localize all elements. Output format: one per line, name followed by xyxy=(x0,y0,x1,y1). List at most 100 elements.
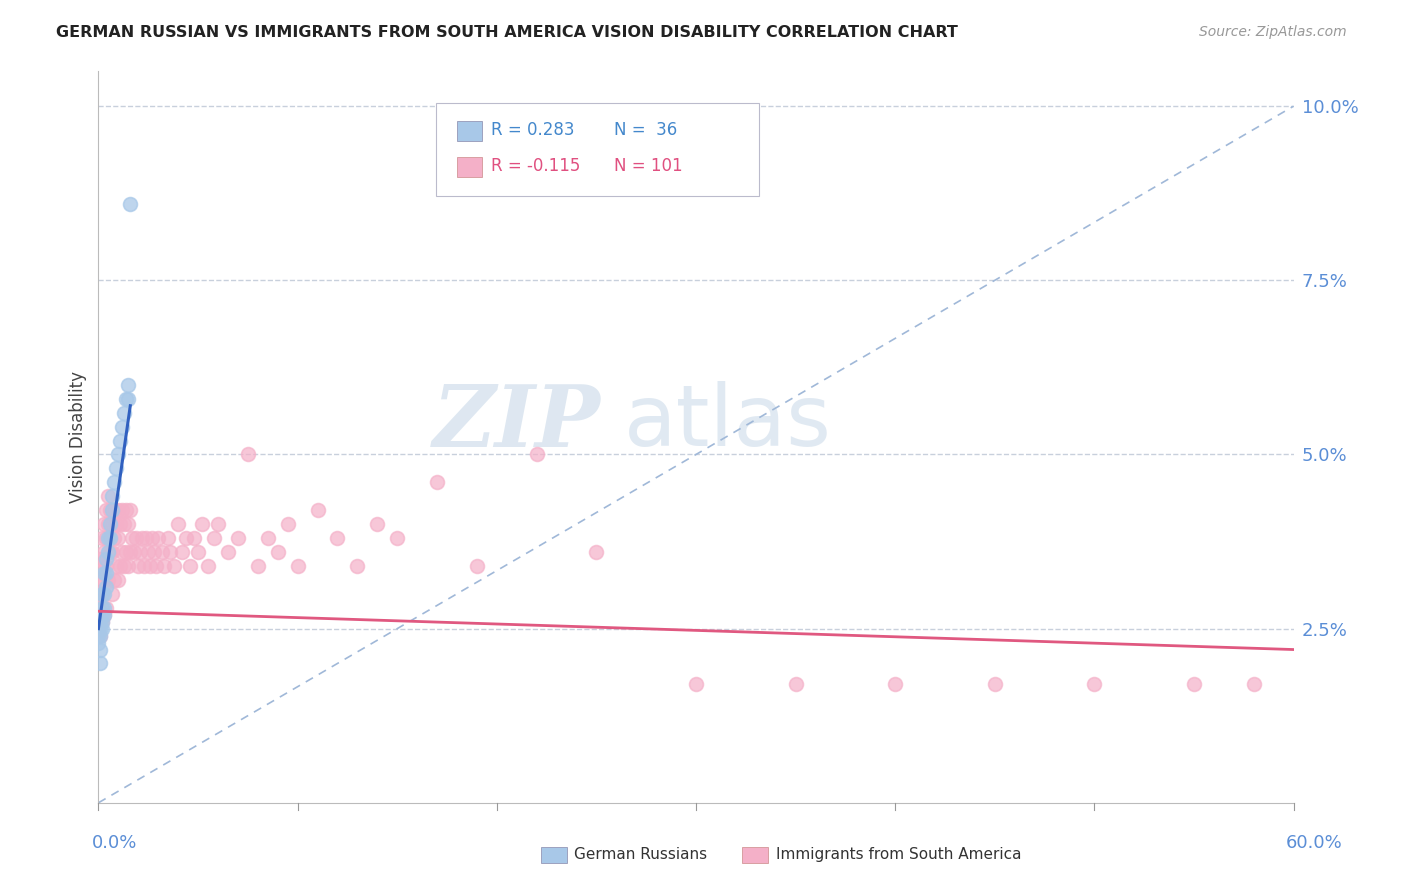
Point xyxy=(97,531,120,545)
Point xyxy=(134,558,156,573)
Point xyxy=(117,558,139,573)
Point xyxy=(111,503,134,517)
Point xyxy=(107,531,129,545)
Point xyxy=(98,503,122,517)
Point xyxy=(103,573,125,587)
Point xyxy=(139,558,162,573)
Point xyxy=(110,558,132,573)
Point xyxy=(526,448,548,462)
Point xyxy=(115,545,138,559)
Point xyxy=(89,657,111,671)
Point xyxy=(91,607,114,622)
Point xyxy=(87,587,110,601)
Point xyxy=(110,517,132,532)
Point xyxy=(98,545,122,559)
Point xyxy=(110,434,132,448)
Point xyxy=(93,587,115,601)
Text: 60.0%: 60.0% xyxy=(1286,834,1343,852)
Point xyxy=(96,600,118,615)
Point xyxy=(93,517,115,532)
Point xyxy=(346,558,368,573)
Point xyxy=(307,503,329,517)
Point xyxy=(1182,677,1205,691)
Point xyxy=(111,545,134,559)
Point xyxy=(1243,677,1265,691)
Point xyxy=(89,642,111,657)
Point xyxy=(153,558,176,573)
Point xyxy=(159,545,181,559)
Point xyxy=(97,573,120,587)
Point xyxy=(326,531,349,545)
Point xyxy=(91,615,114,629)
Point xyxy=(112,517,135,532)
Point xyxy=(111,419,134,434)
Text: Source: ZipAtlas.com: Source: ZipAtlas.com xyxy=(1199,25,1347,39)
Text: N = 101: N = 101 xyxy=(614,157,683,175)
Point xyxy=(207,517,229,532)
Text: R = -0.115: R = -0.115 xyxy=(491,157,581,175)
Point xyxy=(96,558,118,573)
Point xyxy=(91,587,114,601)
Point xyxy=(785,677,807,691)
Point xyxy=(93,566,115,580)
Point xyxy=(197,558,219,573)
Point xyxy=(112,558,135,573)
Point xyxy=(236,448,259,462)
Point xyxy=(127,558,149,573)
Point xyxy=(96,580,118,594)
Point xyxy=(256,531,278,545)
Point xyxy=(91,587,114,601)
Point xyxy=(105,461,128,475)
Point xyxy=(141,531,163,545)
Point xyxy=(121,531,143,545)
Point xyxy=(143,545,166,559)
Point xyxy=(107,448,129,462)
Point xyxy=(89,607,111,622)
Point xyxy=(120,196,142,211)
Point xyxy=(107,503,129,517)
Point xyxy=(117,517,139,532)
Point xyxy=(89,587,111,601)
Point xyxy=(1083,677,1105,691)
Point xyxy=(685,677,707,691)
Point xyxy=(167,517,190,532)
Point xyxy=(385,531,409,545)
Point xyxy=(98,517,122,532)
Point xyxy=(246,558,269,573)
Point xyxy=(89,622,111,636)
Point xyxy=(93,600,115,615)
Point xyxy=(150,545,173,559)
Point xyxy=(465,558,488,573)
Point xyxy=(96,552,118,566)
Point xyxy=(117,392,139,406)
Point xyxy=(105,558,128,573)
Point xyxy=(117,377,139,392)
Point xyxy=(183,531,205,545)
Text: R = 0.283: R = 0.283 xyxy=(491,121,574,139)
Point xyxy=(101,503,124,517)
Point xyxy=(148,531,170,545)
Point xyxy=(157,531,180,545)
Point xyxy=(103,475,125,490)
Text: Immigrants from South America: Immigrants from South America xyxy=(776,847,1022,862)
Point xyxy=(585,545,607,559)
Point xyxy=(96,503,118,517)
Point xyxy=(89,552,111,566)
Point xyxy=(884,677,907,691)
Point xyxy=(101,489,124,503)
Point xyxy=(129,545,152,559)
Point xyxy=(120,503,142,517)
Point xyxy=(97,489,120,503)
Point xyxy=(984,677,1007,691)
Point xyxy=(93,573,115,587)
Point xyxy=(101,517,124,532)
Point xyxy=(91,615,114,629)
Point xyxy=(124,545,146,559)
Point xyxy=(187,545,209,559)
Point xyxy=(87,629,110,643)
Point xyxy=(131,531,153,545)
Point xyxy=(366,517,388,532)
Point xyxy=(87,635,110,649)
Point xyxy=(267,545,290,559)
Point xyxy=(277,517,299,532)
